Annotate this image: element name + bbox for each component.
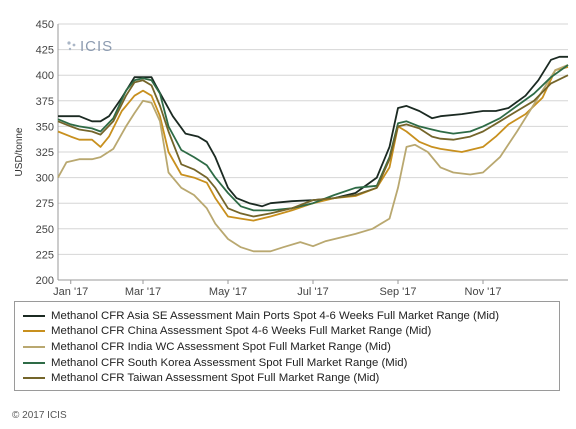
y-tick-label: 200 [36, 275, 54, 287]
copyright-footer: © 2017 ICIS [12, 410, 67, 421]
chart-axes: 200 225 250 275 300 325 350 375 400 425 450 Jan '17… [36, 19, 568, 298]
y-tick-label: 225 [36, 249, 54, 261]
legend-item-3: Methanol CFR India WC Assessment Spot Fu… [23, 339, 559, 355]
y-tick-label: 425 [36, 45, 54, 57]
chart-grid [58, 23, 568, 281]
x-tick-label: Jul '17 [297, 286, 328, 298]
y-tick-label: 450 [36, 19, 54, 31]
series-line-1 [58, 55, 568, 208]
series-line-5 [57, 74, 569, 218]
legend-swatch [23, 345, 45, 348]
x-tick-label: Mar '17 [125, 286, 161, 298]
legend-item-5: Methanol CFR Taiwan Assessment Spot Full… [23, 370, 559, 386]
legend-item-2: Methanol CFR China Assessment Spot 4-6 W… [23, 324, 559, 340]
legend-item-1: Methanol CFR Asia SE Assessment Main Por… [23, 308, 559, 324]
y-tick-label: 350 [36, 121, 54, 133]
series-line-2 [57, 66, 569, 222]
series-line-4 [57, 64, 569, 212]
legend-label: Methanol CFR South Korea Assessment Spot… [51, 356, 408, 369]
legend-label: Methanol CFR Asia SE Assessment Main Por… [51, 309, 499, 322]
y-tick-label: 300 [36, 173, 54, 185]
x-tick-label: Jan '17 [53, 286, 88, 298]
icis-logo: ICIS [66, 38, 113, 55]
legend-swatch [23, 330, 45, 333]
series-lines [57, 55, 569, 253]
chart-legend: Methanol CFR Asia SE Assessment Main Por… [14, 301, 560, 391]
price-chart: 200 225 250 275 300 325 350 375 400 425 450 Jan '17… [14, 19, 569, 298]
y-tick-label: 325 [36, 147, 54, 159]
y-tick-label: 400 [36, 70, 54, 82]
x-tick-label: May '17 [209, 286, 247, 298]
y-axis-label: USD/tonne [14, 127, 25, 176]
y-tick-label: 375 [36, 96, 54, 108]
x-tick-label: Nov '17 [465, 286, 502, 298]
legend-swatch [23, 314, 45, 317]
legend-label: Methanol CFR China Assessment Spot 4-6 W… [51, 325, 432, 338]
legend-item-4: Methanol CFR South Korea Assessment Spot… [23, 355, 559, 371]
logo-spark-icon [67, 40, 76, 50]
y-tick-label: 250 [36, 224, 54, 236]
x-tick-label: Sep '17 [380, 286, 417, 298]
series-line-3 [57, 64, 569, 253]
legend-label: Methanol CFR Taiwan Assessment Spot Full… [51, 372, 380, 385]
legend-swatch [23, 377, 45, 380]
legend-label: Methanol CFR India WC Assessment Spot Fu… [51, 340, 391, 353]
y-tick-label: 275 [36, 198, 54, 210]
logo-text: ICIS [80, 38, 114, 55]
legend-swatch [23, 361, 45, 364]
